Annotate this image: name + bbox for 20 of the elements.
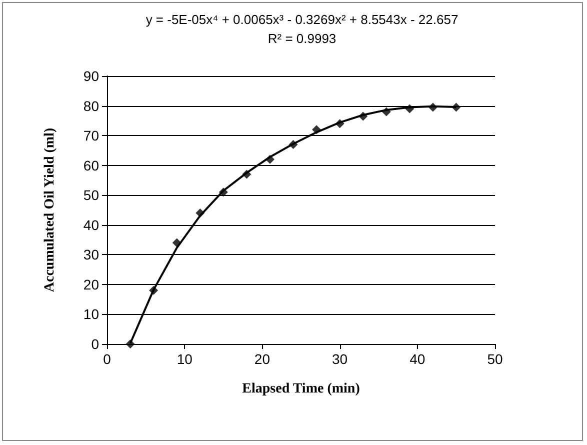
y-tick-label: 90 bbox=[83, 68, 100, 84]
y-tick-label: 40 bbox=[83, 216, 100, 233]
text: R² = 0.9993 bbox=[268, 31, 336, 46]
x-tick-label: 20 bbox=[254, 351, 270, 367]
x-tick-label: 10 bbox=[176, 351, 193, 367]
y-tick-label: 30 bbox=[83, 246, 100, 263]
y-tick-label: 50 bbox=[83, 187, 100, 204]
y-tick-label: 70 bbox=[83, 128, 100, 144]
y-tick-label: 80 bbox=[83, 98, 100, 114]
text: y = -5E-05x⁴ + 0.0065x³ - 0.3269x² + 8.5543x - 22.657 bbox=[146, 12, 458, 27]
y-tick-label: 60 bbox=[83, 157, 100, 174]
x-tick-label: 40 bbox=[410, 351, 426, 367]
y-tick-label: 20 bbox=[83, 276, 100, 292]
y-tick-label: 0 bbox=[91, 336, 100, 352]
x-axis-title: Elapsed Time (min) bbox=[242, 382, 360, 396]
x-tick-label: 0 bbox=[103, 351, 112, 367]
x-tick-label: 50 bbox=[487, 351, 503, 367]
y-tick-label: 10 bbox=[83, 306, 100, 322]
y-axis-title: Accumulated Oil Yield (ml) bbox=[42, 128, 58, 292]
x-tick-label: 30 bbox=[332, 351, 348, 367]
